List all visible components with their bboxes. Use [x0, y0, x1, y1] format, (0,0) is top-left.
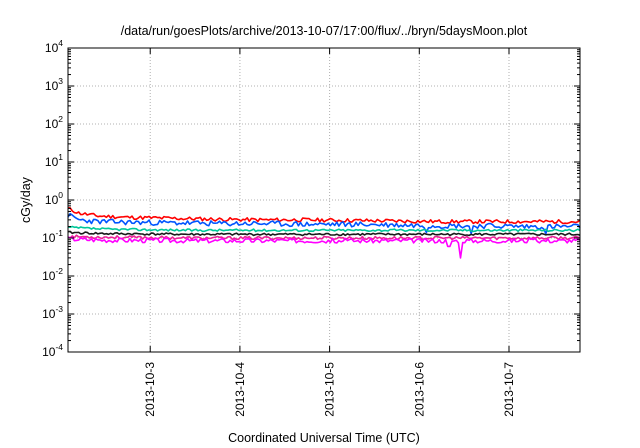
- y-tick-label: 103: [45, 76, 63, 93]
- y-tick-label: 101: [45, 152, 63, 169]
- y-tick-label-exponent: -3: [55, 304, 63, 314]
- y-tick-label-base: 10: [42, 269, 56, 283]
- series-line-3: [67, 225, 581, 233]
- y-tick-label-base: 10: [45, 117, 59, 131]
- series-lines: [67, 207, 581, 259]
- series-line-1: [67, 207, 581, 225]
- y-tick-label-base: 10: [45, 193, 59, 207]
- x-tick-label: 2013-10-7: [502, 362, 516, 417]
- series-line-4: [67, 230, 581, 237]
- y-tick-label-base: 10: [42, 345, 56, 359]
- y-tick-label: 102: [45, 114, 63, 131]
- y-tick-label-base: 10: [45, 41, 59, 55]
- y-tick-label-exponent: 0: [58, 190, 63, 200]
- y-tick-label-exponent: 3: [58, 76, 63, 86]
- y-tick-label-exponent: -2: [55, 266, 63, 276]
- series-line-2: [67, 212, 581, 235]
- y-tick-label-base: 10: [45, 79, 59, 93]
- y-tick-label: 104: [45, 38, 63, 55]
- series-line-5: [67, 234, 581, 241]
- y-tick-label: 10-2: [42, 266, 63, 283]
- y-tick-label: 10-1: [42, 228, 63, 245]
- y-tick-label-base: 10: [42, 307, 56, 321]
- x-tick-label: 2013-10-4: [233, 362, 247, 417]
- y-tick-label-exponent: 2: [58, 114, 63, 124]
- x-tick-label: 2013-10-6: [412, 362, 426, 417]
- y-tick-label-base: 10: [45, 155, 59, 169]
- x-tick-label: 2013-10-5: [323, 362, 337, 417]
- y-tick-label: 100: [45, 190, 63, 207]
- x-tick-label: 2013-10-3: [143, 362, 157, 417]
- y-tick-label-exponent: -1: [55, 228, 63, 238]
- y-tick-label: 10-4: [42, 342, 63, 359]
- y-axis-title: cGy/day: [19, 176, 33, 223]
- series-line-6: [67, 236, 581, 259]
- y-tick-label: 10-3: [42, 304, 63, 321]
- y-tick-label-exponent: -4: [55, 342, 63, 352]
- x-tick-labels: 2013-10-3 2013-10-4 2013-10-5 2013-10-6 2013…: [143, 362, 516, 417]
- y-tick-label-base: 10: [42, 231, 56, 245]
- grid-lines: [68, 48, 580, 352]
- y-tick-label-exponent: 4: [58, 38, 63, 48]
- y-tick-label-exponent: 1: [58, 152, 63, 162]
- tick-marks: [68, 47, 580, 353]
- chart-title: /data/run/goesPlots/archive/2013-10-07/1…: [121, 24, 528, 38]
- x-axis-title: Coordinated Universal Time (UTC): [228, 431, 420, 445]
